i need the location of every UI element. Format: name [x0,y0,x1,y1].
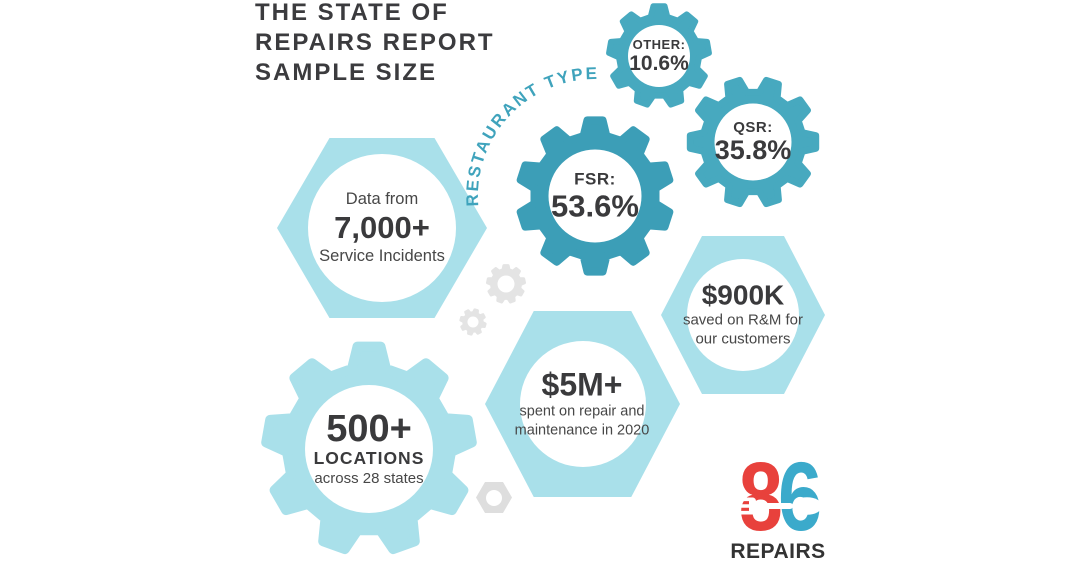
fsr-label: FSR: [574,169,616,189]
qsr-value: 35.8% [714,135,792,165]
hexagon-inner-circle [519,341,646,467]
gear-fsr [510,111,680,281]
brand-logo: 86 REPAIRS [722,448,834,564]
locations-sub: across 28 states [314,470,424,487]
incidents-line1: Data from [345,190,419,208]
savings-text: $900K saved on R&M for our customers [679,280,807,349]
svg-text:RESTAURANT TYPE: RESTAURANT TYPE [463,64,597,207]
logo-digit-6: 6 [778,442,822,551]
nut-hole [486,489,502,506]
fsr-value: 53.6% [551,188,639,224]
service-incidents-text: Data from 7,000+ Service Incidents [307,189,457,267]
gear-other-text: OTHER: 10.6% [629,37,689,75]
fork-spoon-icon [733,497,822,515]
qsr-label: QSR: [733,119,773,136]
logo-digit-8: 8 [738,442,783,551]
hexagon-service-incidents [277,138,487,318]
spend-line2: maintenance in 2020 [514,422,650,439]
other-label: OTHER: [632,37,686,52]
savings-value: $900K [701,279,785,311]
other-value: 10.6% [629,52,689,75]
gear-fsr-text: FSR: 53.6% [549,170,641,223]
incidents-line2: Service Incidents [319,247,445,265]
hexagon-spend [485,311,680,497]
decor-gear-small-icon [458,307,488,337]
title-line-1: THE STATE OF [255,0,449,26]
hexagon-inner-circle [308,154,456,302]
restaurant-type-curved-label: RESTAURANT TYPE [463,64,597,207]
locations-value: 500+ [326,408,412,450]
logo-digits: 86 [732,448,824,545]
savings-line2: our customers [695,330,791,348]
decor-nut-icon [476,482,512,513]
locations-label: LOCATIONS [313,448,425,468]
decor-gear-icon [484,262,528,306]
gear-locations [258,338,480,560]
incidents-value: 7,000+ [334,210,430,245]
hexagon-inner-circle [687,259,799,371]
title-line-2: REPAIRS REPORT [255,29,495,56]
spend-value: $5M+ [541,366,623,403]
restaurant-type-label: RESTAURANT TYPE [463,64,597,207]
title-line-3: SAMPLE SIZE [255,59,438,86]
page-title: THE STATE OF REPAIRS REPORT SAMPLE SIZE [255,0,545,88]
savings-line1: saved on R&M for [682,311,804,329]
gear-other [602,0,716,113]
logo-name: REPAIRS [730,540,826,563]
spend-text: $5M+ spent on repair and maintenance in … [512,366,652,441]
spend-line1: spent on repair and [519,403,645,420]
gear-qsr-text: QSR: 35.8% [714,119,792,165]
gear-qsr [683,72,823,212]
locations-text: 500+ LOCATIONS across 28 states [305,410,433,488]
